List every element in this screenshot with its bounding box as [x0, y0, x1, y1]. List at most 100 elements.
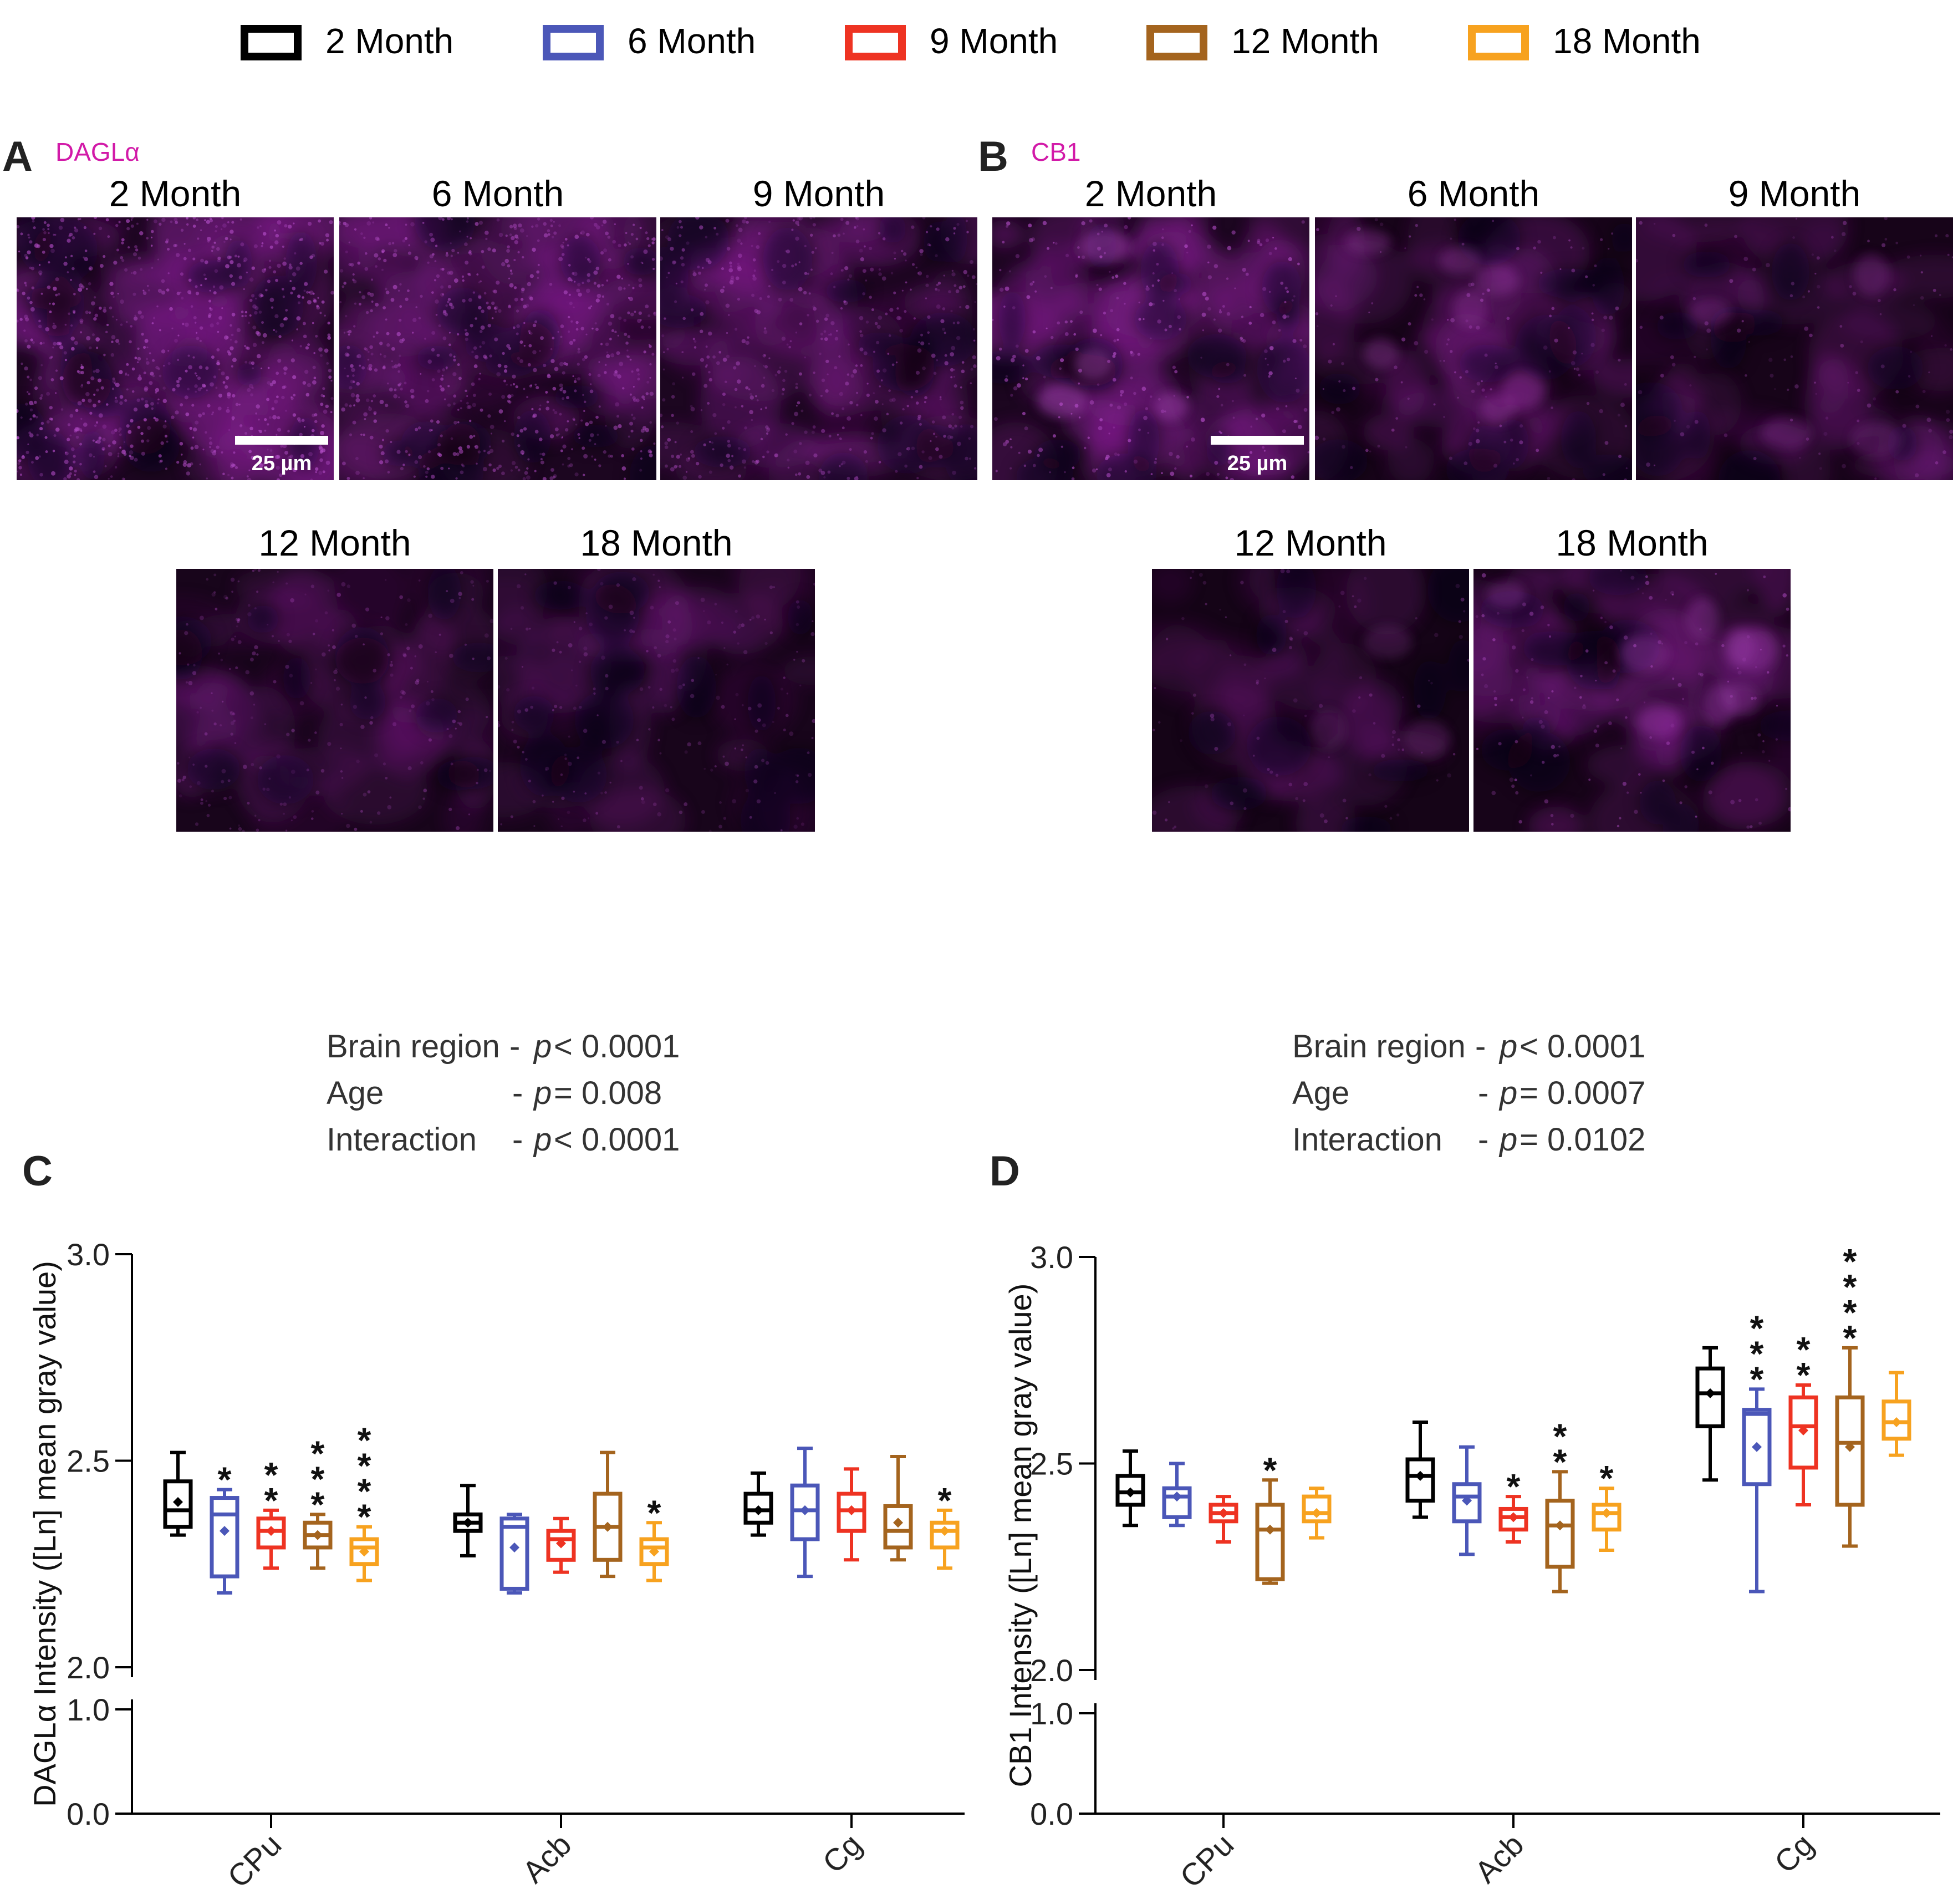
micrograph-punctum: [262, 462, 265, 466]
micrograph-punctum: [192, 427, 197, 432]
micrograph-punctum: [657, 579, 660, 582]
micrograph-punctum: [167, 362, 171, 365]
micrograph-punctum: [552, 709, 554, 711]
micrograph-punctum: [504, 258, 509, 263]
legend-swatch: [845, 25, 906, 60]
micrograph-punctum: [238, 276, 243, 279]
micrograph-punctum: [277, 571, 279, 573]
micrograph-punctum: [705, 300, 710, 304]
micrograph-punctum: [471, 350, 474, 354]
micrograph-punctum: [253, 244, 258, 248]
micrograph-punctum: [405, 404, 410, 408]
micrograph-punctum: [1746, 589, 1749, 592]
micrograph-punctum: [488, 463, 492, 467]
micrograph-punctum: [296, 316, 301, 321]
micrograph-punctum: [40, 421, 44, 425]
micrograph-punctum: [509, 233, 512, 236]
micrograph-punctum: [240, 424, 242, 426]
micrograph-punctum: [479, 373, 481, 375]
micrograph-punctum: [1436, 779, 1439, 782]
micrograph-punctum: [133, 316, 138, 321]
micrograph-punctum: [825, 313, 829, 318]
micrograph-punctum: [667, 237, 671, 241]
micrograph-punctum: [434, 279, 436, 282]
micrograph-punctum: [1763, 575, 1766, 578]
micrograph-punctum: [1260, 313, 1264, 318]
micrograph-punctum: [211, 692, 213, 694]
micrograph-punctum: [765, 425, 769, 429]
micrograph-punctum: [247, 388, 251, 393]
micrograph-punctum: [1825, 416, 1829, 420]
micrograph-punctum: [299, 432, 303, 437]
micrograph-punctum: [527, 458, 530, 461]
micrograph-punctum: [27, 344, 31, 349]
micrograph-punctum: [290, 396, 294, 400]
stats-dash: -: [1478, 1075, 1488, 1111]
micrograph-punctum: [1547, 624, 1550, 627]
micrograph-punctum: [629, 358, 632, 361]
box-mean-marker: [603, 1521, 613, 1532]
micrograph-punctum: [231, 313, 236, 317]
micrograph-punctum: [93, 393, 96, 396]
micrograph-punctum: [543, 233, 548, 238]
micrograph-punctum: [80, 331, 83, 334]
micrograph-punctum: [282, 385, 285, 389]
micrograph-punctum: [98, 226, 103, 231]
micrograph-punctum: [1818, 452, 1821, 455]
micrograph-punctum: [606, 302, 609, 306]
micrograph-punctum: [136, 222, 139, 225]
micrograph-punctum: [1151, 284, 1155, 287]
micrograph-punctum: [652, 573, 655, 576]
micrograph-punctum: [804, 357, 806, 359]
micrograph-punctum: [820, 333, 823, 336]
micrograph-punctum: [1213, 264, 1218, 268]
micrograph-punctum: [254, 569, 257, 571]
micrograph-punctum: [113, 261, 118, 265]
micrograph-punctum: [1032, 464, 1036, 467]
micrograph-punctum: [55, 277, 59, 282]
box-mean-marker: [313, 1530, 323, 1540]
micrograph-punctum: [1269, 346, 1274, 350]
micrograph-punctum: [680, 280, 684, 284]
micrograph-punctum: [1449, 456, 1453, 460]
micrograph-punctum: [652, 237, 656, 241]
micrograph-punctum: [1459, 376, 1462, 379]
micrograph-punctum: [737, 298, 740, 301]
micrograph-punctum: [146, 347, 149, 349]
micrograph-punctum: [1662, 779, 1665, 782]
micrograph-punctum: [1018, 451, 1021, 454]
micrograph-punctum: [805, 460, 810, 465]
micrograph-punctum: [459, 230, 461, 233]
micrograph-punctum: [580, 327, 584, 330]
micrograph-punctum: [672, 260, 676, 264]
micrograph-punctum: [482, 467, 487, 471]
micrograph-punctum: [391, 347, 395, 351]
micrograph-punctum: [662, 368, 665, 371]
micrograph-punctum: [342, 461, 346, 466]
micrograph-punctum: [561, 387, 563, 389]
micrograph-punctum: [1884, 217, 1888, 221]
micrograph-punctum: [1762, 750, 1765, 754]
micrograph-punctum: [446, 728, 449, 731]
micrograph-punctum: [114, 382, 116, 384]
micrograph-punctum: [659, 586, 661, 588]
micrograph-punctum: [813, 453, 818, 458]
micrograph-punctum: [514, 234, 518, 238]
micrograph-punctum: [1078, 382, 1080, 385]
micrograph-punctum: [951, 426, 955, 430]
micrograph-punctum: [722, 286, 725, 288]
micrograph-punctum: [761, 384, 765, 388]
micrograph-punctum: [1708, 790, 1712, 795]
micrograph-punctum: [519, 340, 523, 344]
micrograph-punctum: [757, 703, 762, 708]
micrograph-punctum: [111, 335, 116, 340]
micrograph-punctum: [798, 372, 802, 376]
micrograph-punctum: [503, 369, 508, 373]
micrograph-punctum: [627, 355, 630, 358]
x-tick-label: Acb: [1468, 1827, 1531, 1890]
micrograph-punctum: [505, 234, 508, 237]
panel-letter: B: [978, 133, 1008, 180]
micrograph-punctum: [247, 347, 250, 350]
micrograph-punctum: [79, 218, 81, 220]
micrograph-punctum: [1526, 676, 1528, 679]
